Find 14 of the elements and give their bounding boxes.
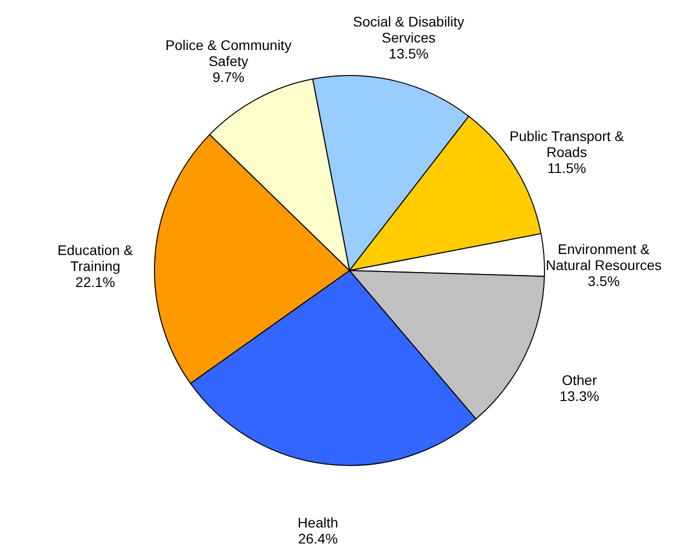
slice-label: Police & Community Safety bbox=[165, 37, 292, 70]
data-label: 13.5% bbox=[388, 45, 429, 62]
slice-label: Public Transport & Roads bbox=[510, 128, 625, 160]
slice-label: Environment & Natural Resources bbox=[546, 241, 662, 274]
slice-label: Education & Training bbox=[58, 242, 134, 274]
slice-label: Health bbox=[298, 514, 338, 531]
data-label: 9.7% bbox=[212, 69, 244, 86]
data-label: 13.3% bbox=[560, 388, 600, 404]
data-label: 3.5% bbox=[588, 273, 620, 290]
data-label: 22.1% bbox=[75, 274, 116, 290]
data-label: 11.5% bbox=[547, 160, 586, 176]
data-label: 26.4% bbox=[298, 530, 338, 545]
slice-label: Other bbox=[562, 372, 598, 388]
slice-label: Social & Disability Services bbox=[353, 13, 464, 46]
